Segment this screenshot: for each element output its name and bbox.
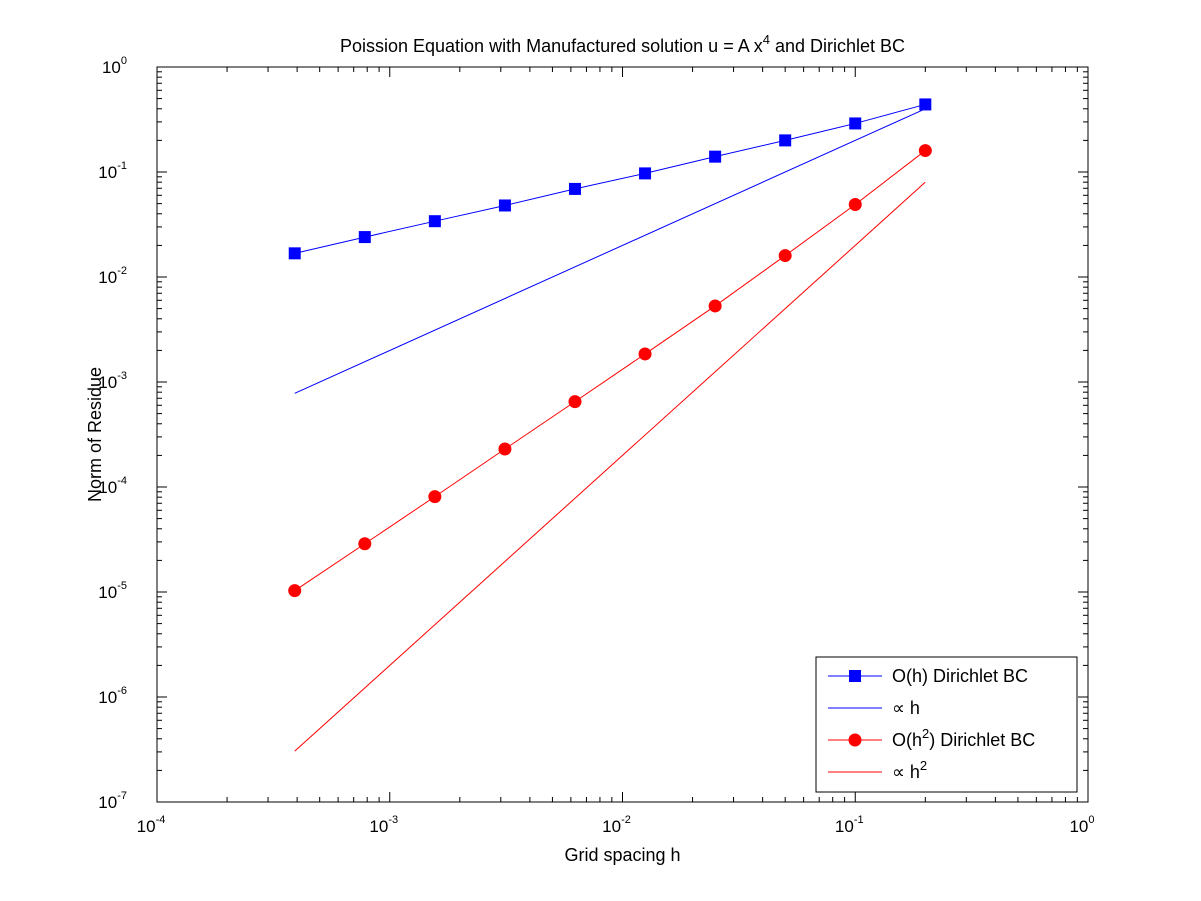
data-point (568, 182, 581, 195)
chart-title: Poission Equation with Manufactured solu… (340, 32, 905, 56)
data-point (428, 490, 442, 504)
data-point (778, 249, 792, 263)
data-point (428, 215, 441, 228)
series-group (288, 98, 932, 752)
data-point (498, 442, 512, 456)
legend-entry: ∝ h2 (828, 758, 927, 782)
series-2 (294, 108, 926, 394)
series-line (294, 150, 926, 592)
legend: O(h) Dirichlet BC ∝ h O(h2) Dirichlet BC ∝ … (815, 656, 1078, 793)
series-line (294, 181, 926, 752)
y-tick-label: 10-5 (98, 580, 127, 602)
series-1 (288, 98, 932, 260)
y-tick-label: 10-6 (98, 685, 127, 707)
x-tick-label: 10-3 (369, 814, 398, 836)
y-tick-label: 10-2 (98, 265, 127, 287)
legend-marker (848, 733, 862, 747)
x-axis-title: Grid spacing h (564, 845, 680, 865)
x-tick-label: 10-1 (835, 814, 864, 836)
series-line (294, 103, 926, 254)
series-line (294, 108, 926, 394)
y-tick-label: 10-7 (98, 790, 127, 812)
data-point (639, 167, 652, 180)
y-axis-title: Norm of Residue (85, 367, 105, 502)
data-point (498, 199, 511, 212)
y-tick-label: 10-1 (98, 160, 127, 182)
x-tick-label: 10-4 (137, 814, 166, 836)
data-point (919, 98, 932, 111)
data-point (358, 231, 371, 244)
data-point (848, 198, 862, 212)
data-point (288, 247, 301, 260)
legend-label: ∝ h2 (892, 758, 927, 782)
data-point (918, 144, 932, 158)
data-point (849, 117, 862, 130)
data-point (709, 150, 722, 163)
data-point (288, 584, 302, 598)
legend-marker (849, 670, 861, 682)
legend-label: ∝ h (892, 698, 920, 718)
series-4 (294, 181, 926, 752)
data-point (568, 395, 582, 409)
data-point (708, 299, 722, 313)
legend-label: O(h2) Dirichlet BC (892, 726, 1035, 750)
legend-entry: O(h) Dirichlet BC (828, 666, 1028, 686)
legend-label: O(h) Dirichlet BC (892, 666, 1028, 686)
x-tick-label: 100 (1069, 814, 1094, 836)
x-tick-label: 10-2 (602, 814, 631, 836)
series-3 (288, 144, 932, 598)
data-point (638, 347, 652, 361)
data-point (358, 537, 372, 551)
legend-entry: ∝ h (828, 698, 920, 718)
y-tick-label: 100 (102, 55, 127, 77)
legend-entry: O(h2) Dirichlet BC (828, 726, 1035, 750)
data-point (779, 134, 792, 147)
